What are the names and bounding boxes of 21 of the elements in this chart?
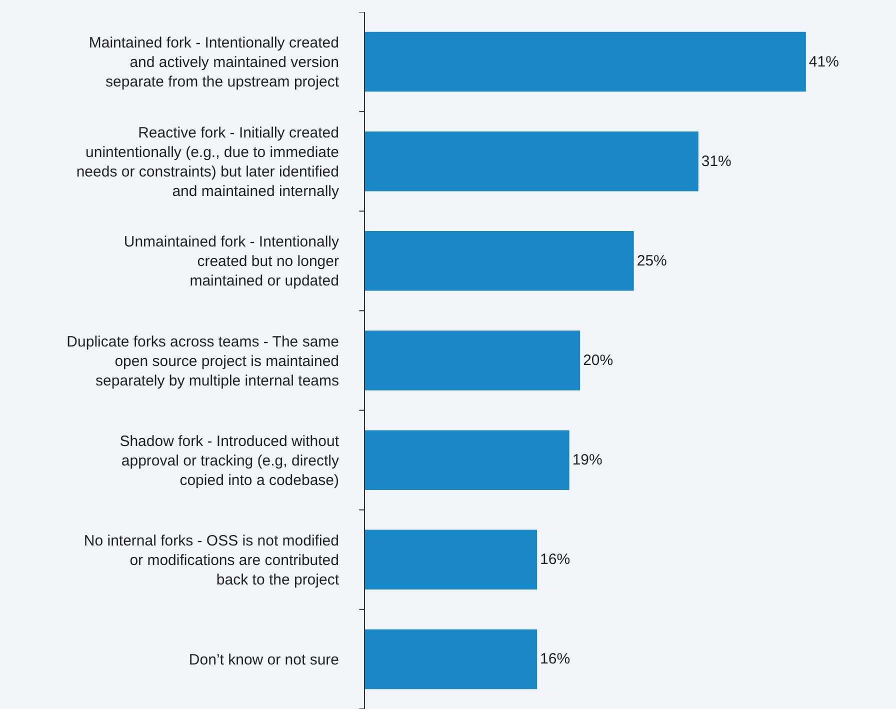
data-label: 16%: [540, 551, 570, 568]
bar: [365, 32, 806, 92]
y-tick-label: Reactive fork - Initially created unintentionally (e.g., due to immediate needs or constraints) but later identified and maintained internally: [76, 124, 340, 200]
y-tick-label: Shadow fork - Introduced without approval or tracking (e.g, directly copied into a codebase): [120, 432, 340, 489]
bar: [365, 629, 538, 690]
data-label: 31%: [701, 152, 732, 170]
y-tick-label: Maintained fork - Intentionally created and actively maintained version separate from the upstream project: [88, 34, 340, 91]
data-label: 16%: [540, 650, 570, 668]
data-label: 20%: [583, 352, 614, 369]
bar: [365, 131, 698, 192]
data-label: 41%: [808, 53, 839, 70]
bar: [365, 430, 570, 490]
y-tick-label: No internal forks - OSS is not modified or modifications are contributed back to the project: [84, 532, 340, 588]
bar: [365, 330, 580, 390]
y-tick-label: Don’t know or not sure: [188, 651, 339, 668]
y-tick-label: Unmaintained fork - Intentionally created but no longer maintained or updated: [124, 234, 340, 290]
bar: [365, 231, 634, 291]
data-label: 19%: [572, 452, 602, 469]
y-tick-label: Duplicate forks across teams - The same open source project is maintained separately by multiple internal teams: [66, 333, 339, 390]
data-label: 25%: [636, 252, 667, 270]
bar: [365, 530, 538, 590]
